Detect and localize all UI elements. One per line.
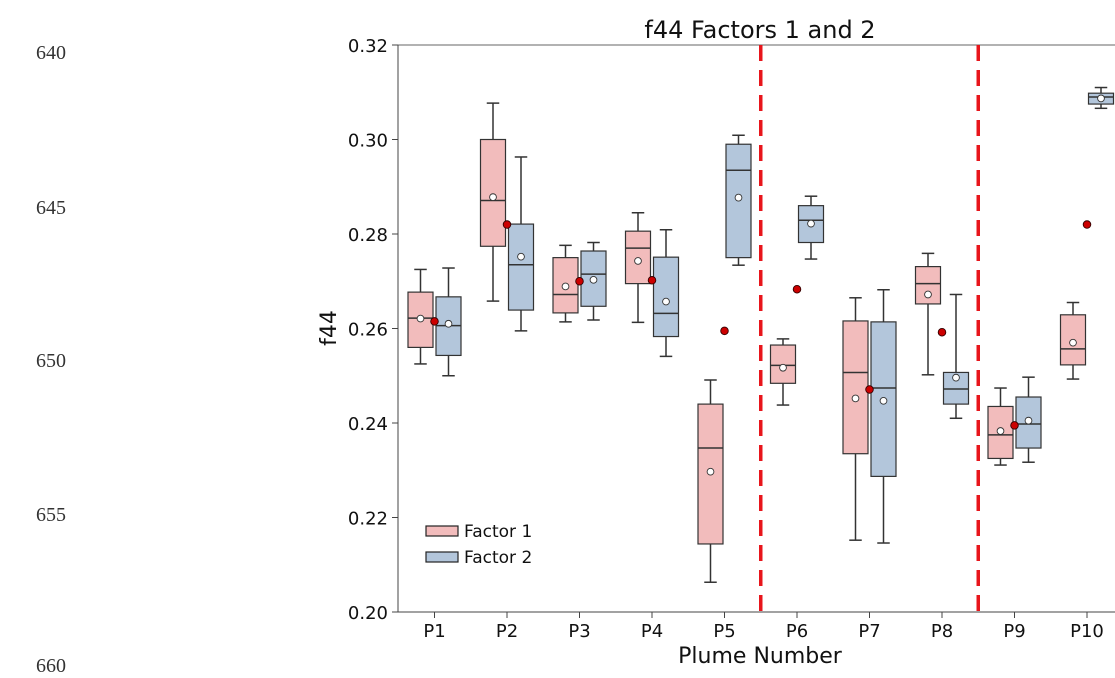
x-tick-label: P5 — [713, 621, 735, 642]
box-factor-1-p4 — [624, 211, 652, 324]
x-tick-label: P6 — [786, 621, 808, 642]
x-tick-label: P9 — [1003, 621, 1025, 642]
box-factor-1-p5 — [697, 379, 724, 583]
box-factor-2-p8 — [942, 293, 970, 420]
box-iqr — [552, 257, 579, 314]
box-mean-marker — [952, 373, 960, 382]
box-factor-1-p2 — [479, 102, 507, 302]
reference-point — [792, 285, 802, 294]
y-tick-label: 0.28 — [348, 225, 388, 246]
chart-title: f44 Factors 1 and 2 — [644, 16, 875, 44]
box-mean-marker — [734, 193, 743, 202]
box-factor-1-p10 — [1059, 301, 1087, 380]
box-mean-marker — [634, 257, 642, 265]
y-tick-label: 0.32 — [348, 36, 388, 57]
box-mean-marker — [807, 219, 815, 228]
box-mean-marker — [517, 252, 525, 261]
y-tick-label: 0.20 — [348, 603, 388, 624]
legend-label: Factor 1 — [464, 522, 532, 542]
reference-point — [502, 220, 512, 229]
line-number: 645 — [36, 197, 66, 219]
box-mean-marker — [779, 363, 787, 372]
box-factor-1-p1 — [407, 268, 434, 365]
y-tick-label: 0.24 — [348, 414, 388, 435]
box-iqr — [1059, 314, 1087, 366]
box-factor-2-p5 — [725, 134, 752, 266]
x-tick-label: P8 — [931, 621, 953, 642]
box-factor-2-p3 — [580, 241, 607, 321]
box-factor-1-p7 — [842, 297, 869, 541]
box-mean-marker — [489, 193, 497, 201]
reference-point — [575, 277, 584, 286]
reference-point — [647, 276, 657, 285]
legend-swatch — [425, 525, 459, 537]
x-tick-label: P3 — [568, 621, 590, 642]
box-mean-marker — [996, 427, 1005, 435]
box-iqr — [914, 266, 942, 305]
box-mean-marker — [589, 275, 598, 284]
x-tick-label: P4 — [641, 621, 663, 642]
line-number: 655 — [36, 504, 66, 526]
box-iqr — [842, 320, 869, 455]
reference-point — [1082, 220, 1092, 229]
box-factor-2-p4 — [652, 228, 680, 358]
plot-area: 0.20 0.22 0.24 0.26 0.28 0.30 0.32 P1 P2 P3 P4 P5 P6… — [348, 36, 1115, 642]
legend-label: Factor 2 — [464, 548, 532, 568]
box-factor-2-p7 — [870, 289, 897, 544]
box-mean-marker — [879, 396, 888, 405]
box-factor-2-p6 — [797, 195, 825, 260]
line-number: 650 — [36, 350, 66, 372]
box-factor-2-p10 — [1087, 86, 1115, 110]
legend-swatch — [425, 551, 459, 563]
reference-point — [430, 317, 439, 326]
box-mean-marker — [851, 394, 860, 403]
box-mean-marker — [924, 290, 932, 299]
box-mean-marker — [1097, 94, 1105, 103]
box-mean-marker — [662, 297, 670, 306]
x-tick-label: P10 — [1070, 621, 1104, 642]
reference-point — [937, 328, 947, 337]
line-number: 640 — [36, 42, 66, 64]
x-axis-label: Plume Number — [678, 644, 843, 665]
box-mean-marker — [444, 319, 453, 328]
y-tick-label: 0.30 — [348, 131, 388, 152]
x-tick-label: P1 — [423, 621, 445, 642]
box-factor-1-p3 — [552, 244, 579, 323]
box-factor-2-p2 — [507, 156, 535, 332]
reference-point — [1010, 421, 1019, 430]
box-mean-marker — [1024, 416, 1033, 425]
box-mean-marker — [416, 314, 425, 323]
box-iqr — [652, 256, 680, 338]
box-iqr — [479, 138, 507, 247]
legend: Factor 1 Factor 2 — [425, 522, 532, 568]
y-axis-label: f44 — [317, 310, 342, 346]
y-tick-label: 0.26 — [348, 320, 388, 341]
x-tick-label: P2 — [496, 621, 518, 642]
box-mean-marker — [1069, 338, 1077, 347]
x-tick-label: P7 — [858, 621, 880, 642]
box-iqr — [507, 223, 535, 311]
box-factor-1-p6 — [769, 338, 797, 406]
box-factor-2-p9 — [1015, 376, 1042, 463]
box-factor-1-p9 — [987, 387, 1014, 466]
box-iqr — [697, 403, 724, 545]
y-tick-label: 0.22 — [348, 509, 388, 530]
box-factor-1-p8 — [914, 252, 942, 376]
box-mean-marker — [706, 467, 715, 476]
box-factor-2-p1 — [435, 267, 462, 377]
box-mean-marker — [561, 282, 570, 291]
reference-point — [720, 326, 729, 336]
reference-point — [865, 385, 874, 394]
